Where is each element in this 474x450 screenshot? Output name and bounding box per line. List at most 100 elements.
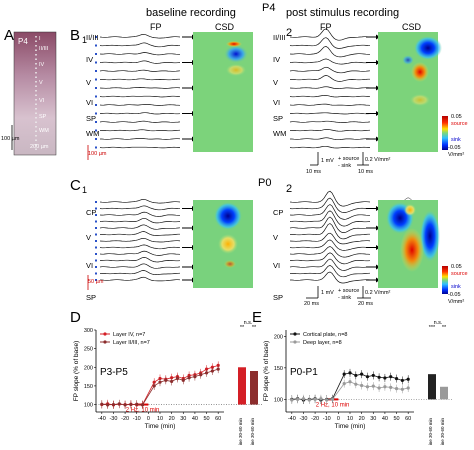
b1-fp-trace	[99, 120, 181, 123]
c-csd-scale: 0.2 V/mm²	[365, 290, 391, 296]
b1-fp-trace	[99, 52, 180, 56]
c-legend-sink: - sink	[338, 295, 351, 301]
b1-layer-label: WM	[86, 129, 99, 138]
b2-fp-trace	[289, 37, 371, 49]
e-title: P0-P1	[290, 367, 318, 378]
b1-electrode-marker	[95, 44, 97, 47]
c2-fp-trace	[289, 210, 371, 227]
c2-csd-map	[378, 200, 440, 288]
c1-electrode-marker	[95, 220, 97, 223]
e-bar-1	[440, 386, 448, 400]
d-sig-1: **	[240, 325, 245, 331]
c1-electrode-marker	[95, 214, 97, 216]
panel-label-a: A	[4, 27, 14, 44]
e-bar-0	[428, 374, 436, 400]
b1-electrode-marker	[95, 36, 97, 38]
c-cbar-unit: V/mm²	[448, 299, 464, 305]
d-x-tick-label: -30	[109, 416, 117, 422]
c2-fp-trace	[289, 197, 371, 213]
b1-electrode-marker	[95, 138, 97, 140]
b1-layer-label: II/III	[86, 33, 99, 42]
b-cbar-source: source	[451, 121, 468, 127]
c1-electrode-marker	[95, 266, 97, 268]
b-fp-scale-ms: 10 ms	[306, 169, 321, 175]
c1-fp-trace	[99, 244, 181, 250]
c1-layer-label: CP	[86, 208, 96, 217]
c1-fp-trace	[99, 224, 181, 230]
panel-label-e: E	[252, 309, 262, 326]
b2-fp-trace	[289, 112, 371, 115]
c2-fp-trace	[289, 232, 371, 245]
c-colorbar	[442, 266, 448, 294]
c1-electrode-marker	[95, 201, 97, 203]
c1-fp-trace	[99, 250, 181, 256]
c2-fp-trace	[289, 252, 371, 265]
c-cbar-top: 0.05	[451, 264, 462, 270]
d-y-label: FP slope (% of base)	[73, 341, 80, 402]
c2-layer-label: SP	[273, 293, 283, 302]
c1-electrode-marker	[95, 272, 97, 275]
e-x-tick-label: 10	[347, 416, 353, 422]
e-y-tick-label: 150	[274, 366, 283, 372]
c1-electrode-marker	[95, 253, 97, 255]
heading-p4: P4	[262, 2, 275, 14]
b-cbar-sink: sink	[451, 137, 461, 143]
c1-fp-trace	[99, 257, 181, 263]
b-legend-source: + source	[338, 156, 359, 162]
d-y-tick-label: 100	[84, 403, 93, 409]
b1-fp-trace	[99, 146, 181, 149]
e-x-tick-label: 30	[370, 416, 376, 422]
scale-200-label: 200 µm	[30, 144, 49, 150]
c1-fp-trace	[99, 231, 180, 236]
c-csd-time: 20 ms	[358, 301, 373, 307]
b1-electrode-marker	[95, 121, 97, 123]
e-x-tick-label: 50	[393, 416, 399, 422]
layer-label-iv: IV	[39, 62, 45, 68]
d-bar-label: baseline 30-60 min	[238, 418, 243, 445]
b1-layer-label: VI	[86, 98, 93, 107]
b1-fp-trace	[99, 78, 180, 81]
b2-fp-trace	[289, 145, 371, 149]
layer-label-wm: WM	[39, 128, 49, 134]
b1-fp-trace	[100, 138, 181, 140]
b1-layer-label: V	[86, 78, 91, 87]
d-legend-label: Layer II/III, n=7	[113, 340, 150, 346]
d-x-tick-label: -40	[98, 416, 106, 422]
layer-label-i: I	[39, 36, 41, 42]
b-cbar-unit: V/mm²	[448, 152, 464, 158]
b-csd-time: 10 ms	[358, 169, 373, 175]
b1-fp-trace	[99, 129, 181, 132]
e-x-tick-label: 0	[337, 416, 340, 422]
c1-layer-label: SP	[86, 293, 96, 302]
c1-electrode-marker	[95, 279, 97, 281]
d-y-tick-label: 250	[84, 347, 93, 353]
b2-layer-label: II/III	[273, 33, 286, 42]
e-bar-label: baseline 30-60 min	[428, 418, 433, 445]
heading-p0: P0	[258, 177, 271, 189]
b2-fp-trace	[289, 103, 371, 106]
histology-slice	[14, 32, 56, 155]
b1-fp-trace	[99, 87, 181, 89]
layer-label-ii-iii: II/III	[39, 46, 49, 52]
b2-layer-label: WM	[273, 129, 286, 138]
c1-fp-trace	[99, 205, 181, 211]
c1-fp-trace	[99, 263, 181, 269]
e-y-label: FP slope (% of base)	[263, 341, 270, 402]
c1-fp-trace	[99, 211, 180, 217]
histology-frame	[13, 31, 57, 156]
b1-csd-map	[193, 32, 253, 152]
c-fp-scale-ms: 20 ms	[304, 301, 319, 307]
panel-sub-b1: 1	[82, 35, 87, 45]
b2-csd-map	[378, 32, 442, 152]
c1-electrode-marker	[95, 240, 97, 242]
e-series-1-line	[291, 381, 409, 401]
b1-fp-trace	[99, 112, 181, 115]
b1-fp-trace	[99, 33, 181, 39]
d-x-tick-label: 20	[169, 416, 175, 422]
c2-fp-trace	[289, 239, 371, 251]
c2-fp-trace	[289, 246, 371, 258]
b1-fp-trace	[99, 42, 181, 48]
c1-fp-trace	[99, 198, 181, 204]
d-sig-2: n.s.	[244, 320, 253, 326]
e-y-tick-label: 200	[274, 334, 283, 340]
